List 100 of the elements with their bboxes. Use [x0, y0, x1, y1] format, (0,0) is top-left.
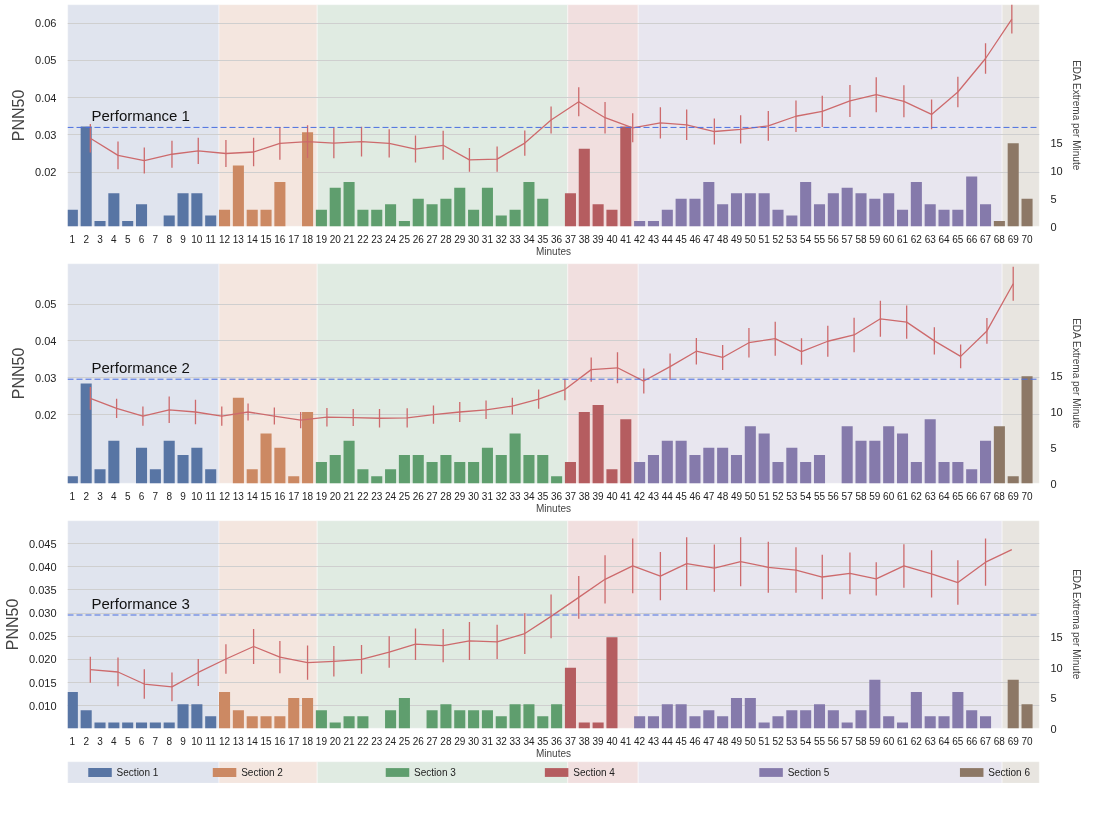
x-tick-label: 12	[218, 233, 231, 245]
y2-tick-label: 0	[1050, 220, 1057, 233]
x-tick-label: 2	[83, 490, 90, 502]
x-tick-label: 48	[717, 490, 729, 502]
x-tick-label: 25	[398, 233, 411, 245]
x-tick-label: 17	[288, 233, 300, 245]
x-tick-label: 5	[124, 233, 131, 245]
legend-label: Section 5	[787, 767, 830, 778]
x-tick-label: 4	[111, 735, 118, 747]
x-tick-label: 52	[772, 233, 784, 245]
x-tick-label: 40	[606, 490, 618, 502]
x-tick-label: 35	[537, 735, 549, 747]
x-tick-label: 14	[246, 233, 259, 245]
y-tick-label: 0.03	[35, 128, 57, 141]
x-tick-label: 59	[869, 735, 881, 747]
x-axis-title: Minutes	[535, 245, 572, 257]
x-tick-label: 31	[481, 735, 494, 747]
y2-axis-title: EDA Extrema per Minute	[1070, 60, 1082, 171]
x-tick-label: 33	[509, 735, 522, 747]
legend-label: Section 2	[241, 767, 284, 778]
x-tick-label: 19	[315, 233, 328, 245]
legend-label: Section 3	[414, 767, 457, 778]
x-tick-label: 70	[1021, 735, 1034, 747]
x-tick-label: 40	[606, 233, 618, 245]
x-tick-label: 42	[634, 233, 646, 245]
x-tick-label: 37	[564, 735, 577, 747]
x-tick-label: 20	[329, 490, 342, 502]
x-tick-label: 48	[717, 735, 729, 747]
x-tick-label: 30	[468, 735, 480, 747]
y2-tick-label: 15	[1050, 370, 1063, 383]
y2-tick-label: 0	[1050, 477, 1057, 490]
x-tick-label: 68	[993, 233, 1006, 245]
x-tick-label: 10	[191, 735, 203, 747]
y-tick-label: 0.015	[28, 676, 57, 689]
y-tick-label: 0.020	[28, 653, 57, 666]
x-tick-label: 68	[993, 735, 1006, 747]
x-tick-label: 3	[97, 735, 104, 747]
x-tick-label: 23	[371, 490, 383, 502]
x-tick-label: 31	[481, 233, 494, 245]
x-tick-label: 11	[205, 490, 217, 502]
x-tick-label: 54	[800, 735, 812, 747]
x-tick-label: 66	[966, 735, 978, 747]
x-tick-label: 18	[302, 233, 314, 245]
x-tick-label: 33	[509, 490, 522, 502]
x-tick-label: 22	[357, 490, 369, 502]
x-tick-label: 28	[440, 490, 452, 502]
x-axis-title: Minutes	[535, 747, 572, 759]
x-tick-label: 43	[647, 490, 660, 502]
x-tick-label: 68	[993, 490, 1006, 502]
y2-axis-title: EDA Extrema per Minute	[1070, 318, 1082, 429]
x-tick-label: 67	[979, 490, 992, 502]
x-tick-label: 46	[689, 490, 701, 502]
x-tick-label: 46	[689, 233, 701, 245]
x-tick-label: 69	[1007, 735, 1020, 747]
x-tick-label: 26	[412, 735, 425, 747]
x-tick-label: 63	[924, 735, 937, 747]
x-tick-label: 54	[800, 233, 812, 245]
x-tick-label: 9	[180, 490, 187, 502]
y-tick-label: 0.05	[35, 298, 57, 311]
x-tick-label: 38	[578, 490, 591, 502]
x-tick-label: 47	[703, 490, 715, 502]
x-tick-label: 47	[703, 233, 715, 245]
y-tick-label: 0.040	[28, 560, 57, 573]
x-tick-label: 55	[813, 735, 826, 747]
x-tick-label: 22	[357, 233, 369, 245]
x-tick-label: 60	[883, 490, 895, 502]
x-tick-label: 58	[855, 233, 868, 245]
x-tick-label: 45	[675, 490, 688, 502]
x-tick-label: 41	[620, 233, 632, 245]
y-tick-label: 0.03	[35, 371, 57, 384]
x-tick-label: 42	[634, 735, 646, 747]
x-tick-label: 36	[551, 490, 563, 502]
x-tick-label: 43	[647, 233, 660, 245]
x-tick-label: 7	[152, 490, 159, 502]
x-axis-title: Minutes	[535, 502, 572, 514]
x-tick-label: 53	[786, 233, 798, 245]
x-tick-label: 9	[180, 233, 187, 245]
x-tick-label: 1	[69, 490, 76, 502]
x-tick-label: 13	[232, 233, 245, 245]
x-tick-label: 36	[551, 233, 563, 245]
x-tick-label: 35	[537, 490, 549, 502]
x-tick-label: 57	[841, 735, 854, 747]
x-tick-label: 55	[813, 490, 826, 502]
x-tick-label: 58	[855, 735, 868, 747]
y-tick-label: 0.030	[28, 607, 57, 620]
x-tick-label: 41	[620, 735, 632, 747]
x-tick-label: 1	[69, 233, 76, 245]
x-tick-label: 69	[1007, 233, 1020, 245]
x-tick-label: 4	[111, 490, 118, 502]
x-tick-label: 27	[426, 735, 439, 747]
y-tick-label: 0.045	[28, 537, 57, 550]
x-tick-label: 34	[523, 490, 535, 502]
x-tick-label: 52	[772, 735, 784, 747]
x-tick-label: 41	[620, 490, 632, 502]
x-tick-label: 57	[841, 490, 854, 502]
x-tick-label: 44	[661, 735, 674, 747]
x-tick-label: 12	[218, 735, 231, 747]
x-tick-label: 58	[855, 490, 868, 502]
x-tick-label: 66	[966, 490, 978, 502]
x-tick-label: 57	[841, 233, 854, 245]
